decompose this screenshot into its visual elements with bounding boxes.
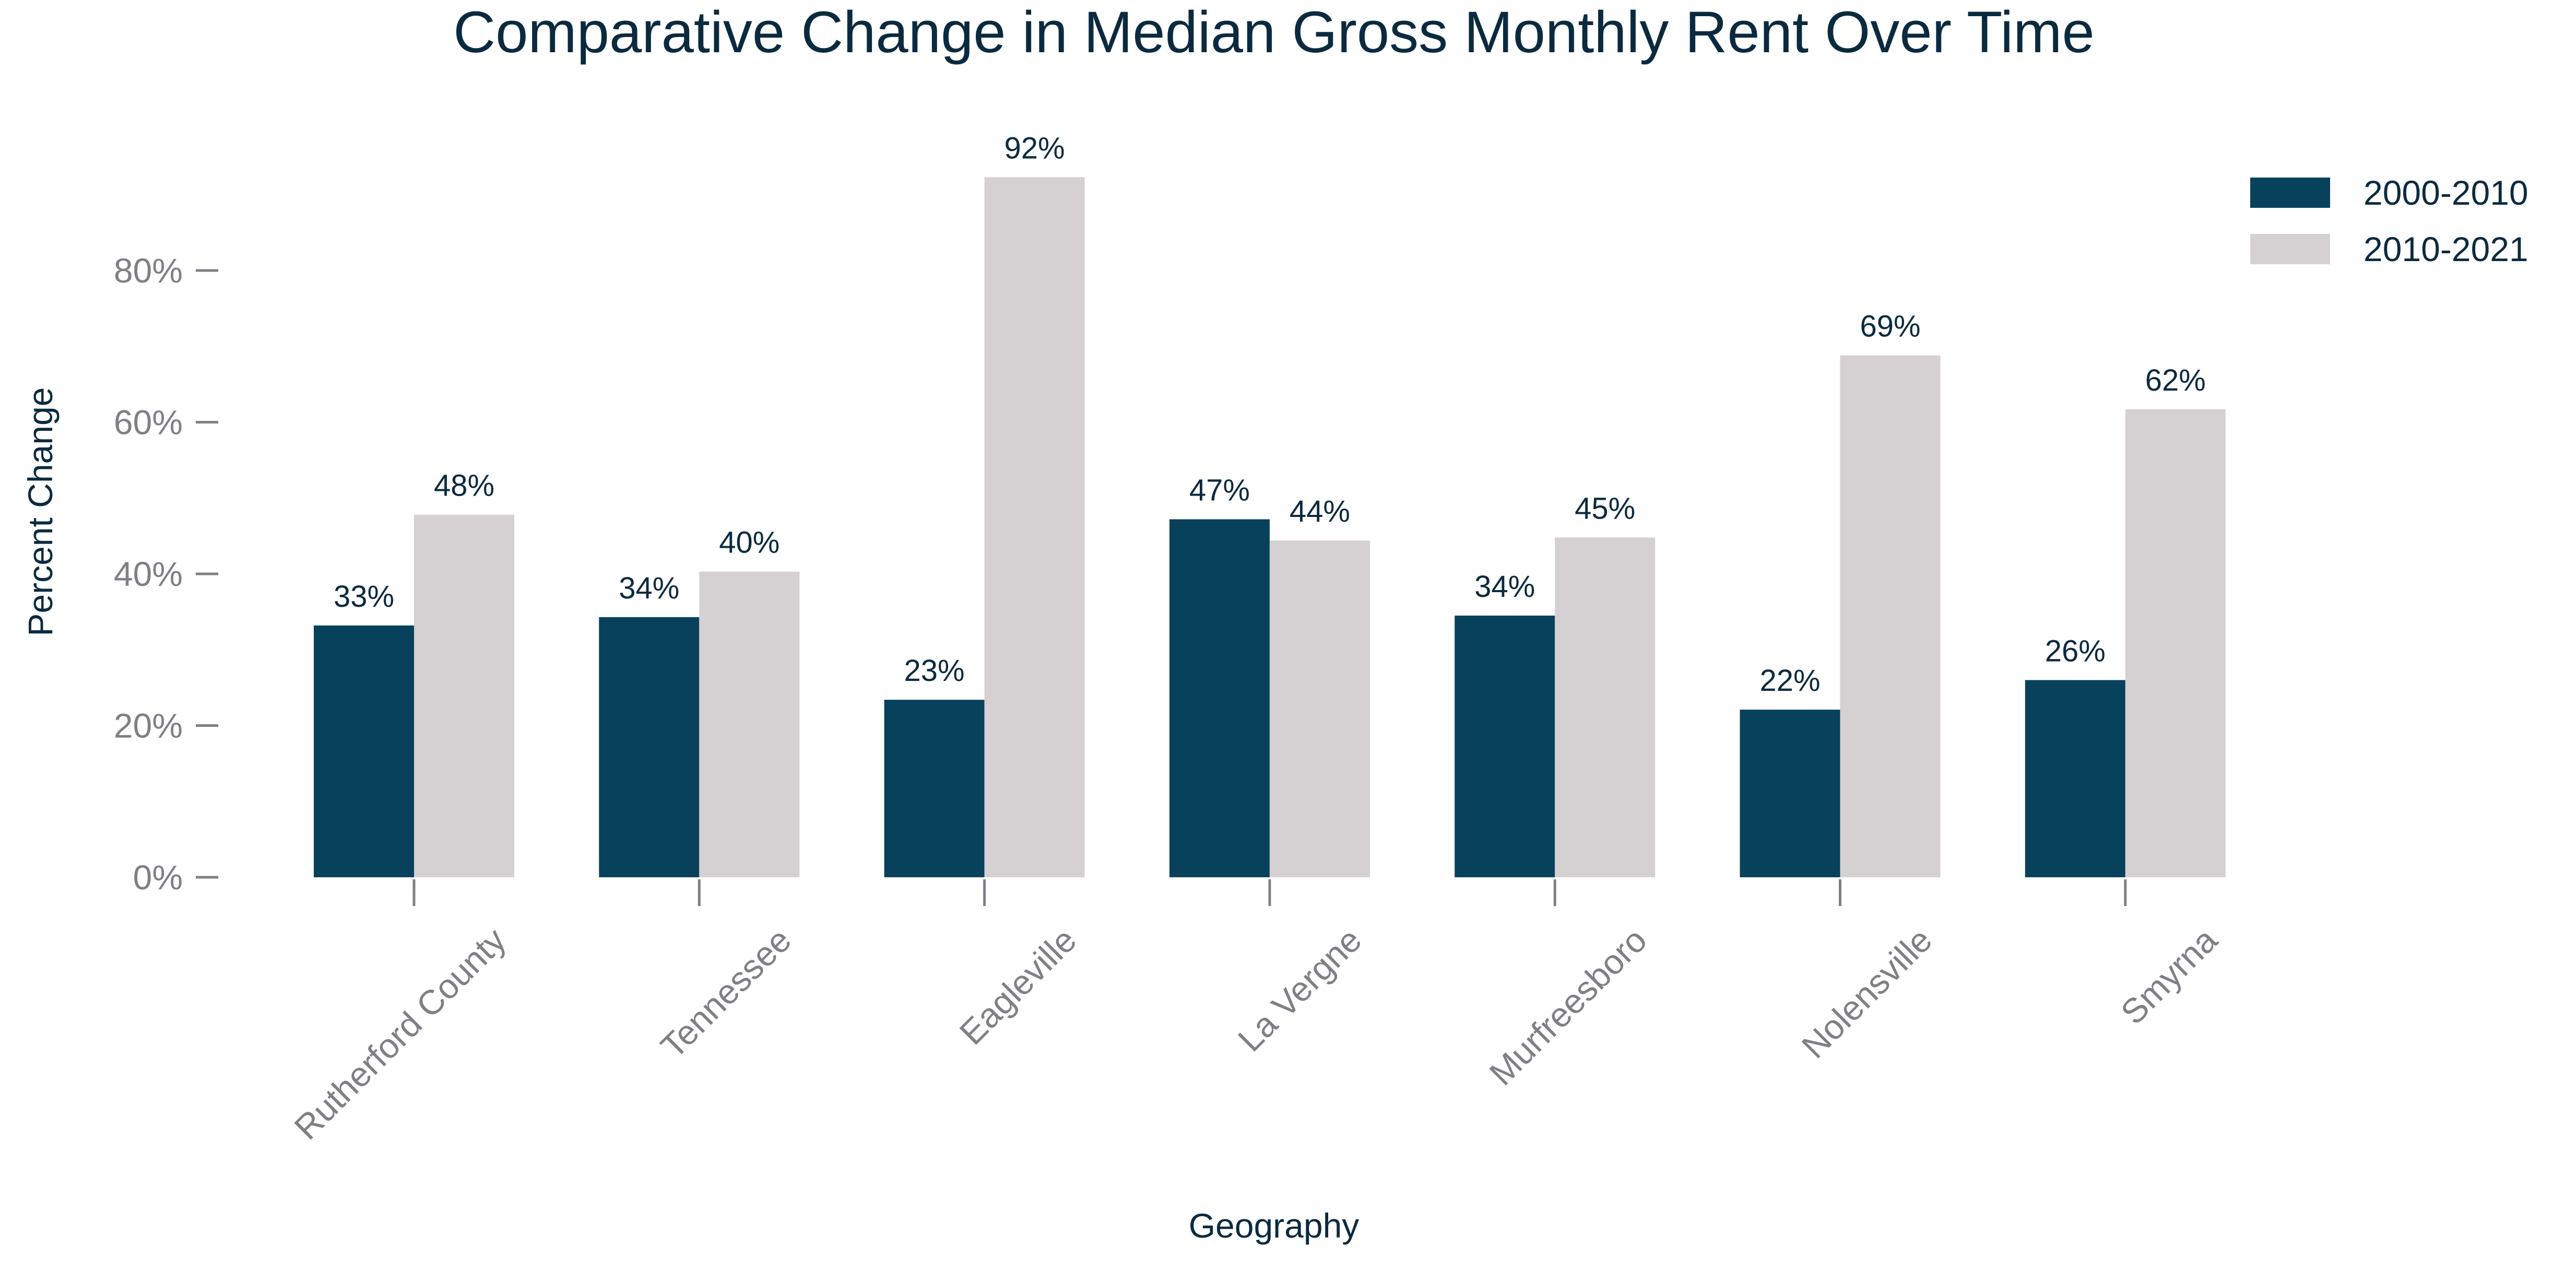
x-axis-title: Geography [1189, 1206, 1360, 1245]
x-tick-label: Smyrna [2113, 920, 2225, 1031]
x-tick-label: Eagleville [952, 921, 1083, 1052]
bar-series1 [1455, 615, 1555, 877]
bars-group: 33% 48% 34% 40% 23% 92% 47% 44% 34% 45% 22% 69% 26% 6… [314, 131, 2226, 877]
data-label: 33% [334, 580, 394, 614]
data-label: 34% [619, 571, 679, 605]
x-tick-label: Murfreesboro [1482, 921, 1654, 1093]
bar-series2 [984, 177, 1085, 877]
legend-swatch [2250, 234, 2330, 264]
y-tick-label: 40% [114, 555, 183, 593]
data-label: 22% [1759, 664, 1820, 698]
x-tick-label: La Vergne [1231, 921, 1369, 1059]
x-tick-label: Tennessee [653, 921, 798, 1066]
bar-series1 [1740, 709, 1840, 877]
x-tick-label: Nolensville [1794, 921, 1939, 1066]
y-tick-label: 20% [114, 707, 183, 745]
legend: 2000-2010 2010-2021 [2250, 173, 2528, 268]
data-label: 40% [719, 526, 779, 560]
bar-series1 [599, 617, 700, 877]
data-label: 47% [1189, 473, 1250, 507]
bar-series1 [2025, 680, 2125, 877]
bar-series2 [699, 571, 800, 877]
bar-series2 [1840, 355, 1941, 877]
data-label: 48% [434, 469, 494, 503]
y-axis: 0% 20% 40% 60% 80% [114, 251, 218, 897]
x-tick-label: Rutherford County [287, 921, 513, 1147]
bar-series2 [1555, 537, 1656, 877]
y-tick-label: 80% [114, 251, 183, 290]
data-label: 34% [1474, 570, 1535, 604]
data-label: 26% [2045, 634, 2106, 668]
bar-series1 [884, 700, 985, 877]
y-tick-label: 60% [114, 403, 183, 442]
legend-label: 2000-2010 [2364, 173, 2528, 212]
data-label: 69% [1860, 310, 1920, 344]
bar-series2 [414, 514, 514, 877]
chart-title: Comparative Change in Median Gross Month… [453, 0, 2095, 65]
bar-series1 [314, 625, 414, 877]
bar-series2 [2125, 409, 2226, 877]
data-label: 23% [904, 654, 965, 688]
data-label: 92% [1005, 131, 1065, 165]
y-tick-label: 0% [133, 858, 183, 897]
data-label: 44% [1290, 495, 1350, 528]
legend-swatch [2250, 178, 2330, 208]
bar-series1 [1169, 519, 1270, 877]
x-axis: Rutherford County Tennessee Eagleville La V… [287, 879, 2225, 1147]
legend-label: 2010-2021 [2364, 230, 2528, 268]
bar-series2 [1269, 540, 1370, 877]
data-label: 45% [1575, 491, 1635, 525]
y-axis-title: Percent Change [21, 387, 60, 637]
data-label: 62% [2145, 363, 2206, 397]
